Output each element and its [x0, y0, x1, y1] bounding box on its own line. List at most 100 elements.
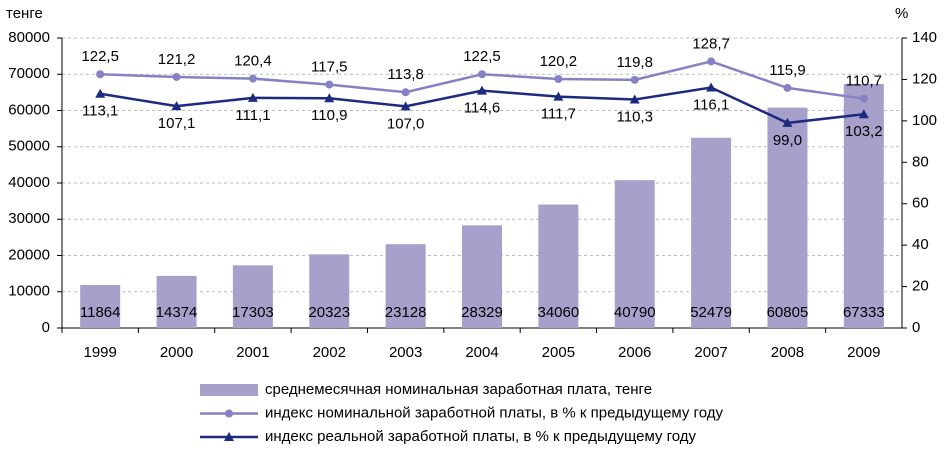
marker: [325, 80, 334, 89]
marker: [858, 109, 869, 119]
point-label: 120,4: [234, 53, 272, 70]
x-tick-label: 2008: [771, 344, 804, 361]
y-tick-label: 10000: [8, 283, 50, 300]
bar-label: 40790: [614, 304, 656, 321]
y-tick-label: 30000: [8, 210, 50, 227]
legend-swatch: [200, 384, 258, 396]
point-label: 114,6: [464, 100, 500, 117]
y-tick-label: 60000: [8, 101, 50, 118]
marker: [707, 57, 716, 66]
y-tick-label: 70000: [8, 65, 50, 82]
point-label: 128,7: [692, 35, 730, 52]
marker: [324, 93, 335, 103]
x-tick-label: 2007: [694, 344, 727, 361]
marker: [553, 91, 564, 101]
x-tick-label: 2006: [618, 344, 651, 361]
bar-label: 23128: [385, 304, 427, 321]
marker: [783, 83, 792, 92]
bar-label: 20323: [308, 304, 350, 321]
marker: [478, 70, 486, 79]
legend-label: индекс номинальной заработной платы, в %…: [265, 404, 723, 421]
bar: [462, 225, 502, 328]
point-label: 121,2: [158, 51, 196, 68]
point-label: 99,0: [773, 132, 802, 149]
point-label: 107,1: [158, 115, 196, 132]
bar: [232, 265, 273, 328]
x-tick-label: 2003: [389, 344, 422, 361]
marker: [629, 94, 640, 104]
point-label: 119,8: [617, 54, 653, 71]
point-label: 111,1: [235, 107, 270, 124]
bar: [767, 107, 808, 328]
bar-label: 60805: [767, 304, 809, 321]
y2-axis-label: %: [895, 5, 908, 22]
marker: [630, 75, 639, 84]
marker: [554, 75, 563, 84]
y-tick-label: 40000: [8, 174, 50, 191]
x-tick-label: 2005: [542, 344, 575, 361]
y2-tick-label: 0: [912, 319, 920, 336]
bar-label: 14374: [156, 304, 198, 321]
y-axis-label: тенге: [6, 5, 43, 22]
marker: [247, 92, 258, 102]
point-label: 111,7: [541, 106, 576, 123]
legend-label: индекс реальной заработной платы, в % к …: [265, 428, 697, 445]
bar-label: 17303: [232, 304, 274, 321]
bar: [538, 204, 579, 328]
point-label: 110,7: [846, 73, 882, 90]
y2-tick-label: 100: [912, 112, 937, 129]
point-label: 122,5: [81, 48, 119, 65]
marker: [171, 101, 182, 111]
y-tick-label: 80000: [8, 29, 50, 46]
bar: [614, 180, 655, 328]
bar: [80, 284, 121, 328]
point-label: 122,5: [463, 48, 501, 65]
y2-tick-label: 60: [912, 195, 929, 212]
marker: [706, 82, 717, 92]
x-tick-label: 2009: [847, 344, 880, 361]
y2-tick-label: 20: [912, 278, 929, 295]
y-tick-label: 50000: [8, 138, 50, 155]
marker: [95, 88, 106, 98]
bar: [309, 254, 350, 328]
marker: [859, 94, 868, 103]
x-tick-label: 1999: [83, 344, 116, 361]
legend-label: среднемесячная номинальная заработная пл…: [265, 381, 652, 398]
marker: [172, 72, 181, 81]
y2-tick-label: 140: [912, 29, 937, 46]
x-tick-label: 2004: [465, 344, 498, 361]
y-tick-label: 0: [42, 319, 50, 336]
bar-label: 34060: [538, 304, 580, 321]
bar-label: 52479: [690, 304, 732, 321]
bar: [385, 244, 426, 328]
point-label: 113,1: [82, 103, 118, 120]
x-tick-label: 2002: [313, 344, 346, 361]
bar-label: 28329: [461, 304, 503, 321]
bar: [156, 275, 197, 328]
bar-label: 67333: [843, 304, 885, 321]
marker: [401, 88, 410, 97]
legend-marker: [224, 432, 234, 441]
marker: [248, 74, 257, 83]
bar: [843, 83, 884, 328]
point-label: 120,2: [540, 53, 578, 70]
point-label: 115,9: [769, 62, 805, 79]
y2-tick-label: 40: [912, 236, 929, 253]
point-label: 107,0: [387, 115, 425, 132]
bar: [691, 137, 732, 328]
point-label: 113,8: [387, 66, 423, 83]
point-label: 117,5: [311, 59, 347, 76]
x-tick-label: 2001: [236, 344, 269, 361]
point-label: 103,2: [845, 123, 883, 140]
point-label: 116,1: [693, 96, 729, 113]
y-tick-label: 20000: [8, 246, 50, 263]
marker: [782, 117, 793, 127]
x-tick-label: 2000: [160, 344, 193, 361]
marker: [477, 85, 487, 95]
legend-marker: [225, 409, 233, 418]
y2-tick-label: 120: [912, 70, 937, 87]
marker: [96, 70, 105, 79]
marker: [400, 101, 411, 111]
y2-tick-label: 80: [912, 153, 929, 170]
